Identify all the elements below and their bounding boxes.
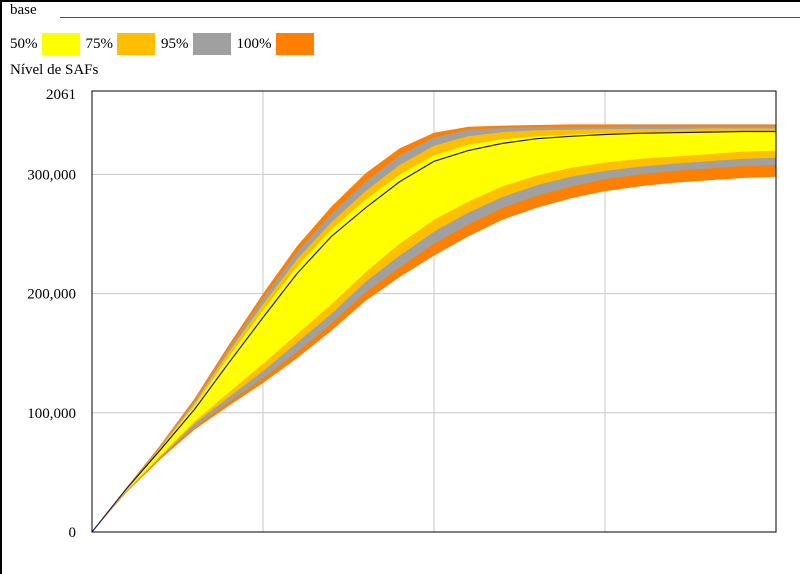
legend: 50% 75% 95% 100% bbox=[10, 32, 320, 56]
legend-label-100: 100% bbox=[236, 36, 272, 52]
base-series-line-sample bbox=[60, 17, 800, 18]
band-50 bbox=[92, 130, 776, 532]
legend-swatch-95 bbox=[192, 33, 231, 55]
variable-label: Nível de SAFs bbox=[10, 62, 99, 78]
plot-area-border bbox=[91, 90, 777, 533]
legend-swatch-75 bbox=[117, 33, 155, 55]
y-top-label: 2061 bbox=[46, 87, 76, 103]
legend-label-75: 75% bbox=[85, 36, 114, 52]
y-tick-label-2: 200,000 bbox=[27, 287, 76, 303]
legend-label-50: 50% bbox=[10, 36, 38, 52]
base-series-line bbox=[91, 130, 776, 533]
legend-swatch-50 bbox=[41, 33, 80, 55]
y-tick-label-0: 0 bbox=[69, 525, 77, 541]
y-tick-label-1: 100,000 bbox=[27, 406, 76, 422]
legend-label-95: 95% bbox=[161, 36, 189, 52]
series-label: base bbox=[10, 2, 37, 18]
y-tick-label-3: 300,000 bbox=[27, 167, 76, 183]
legend-swatch-100 bbox=[275, 33, 314, 55]
